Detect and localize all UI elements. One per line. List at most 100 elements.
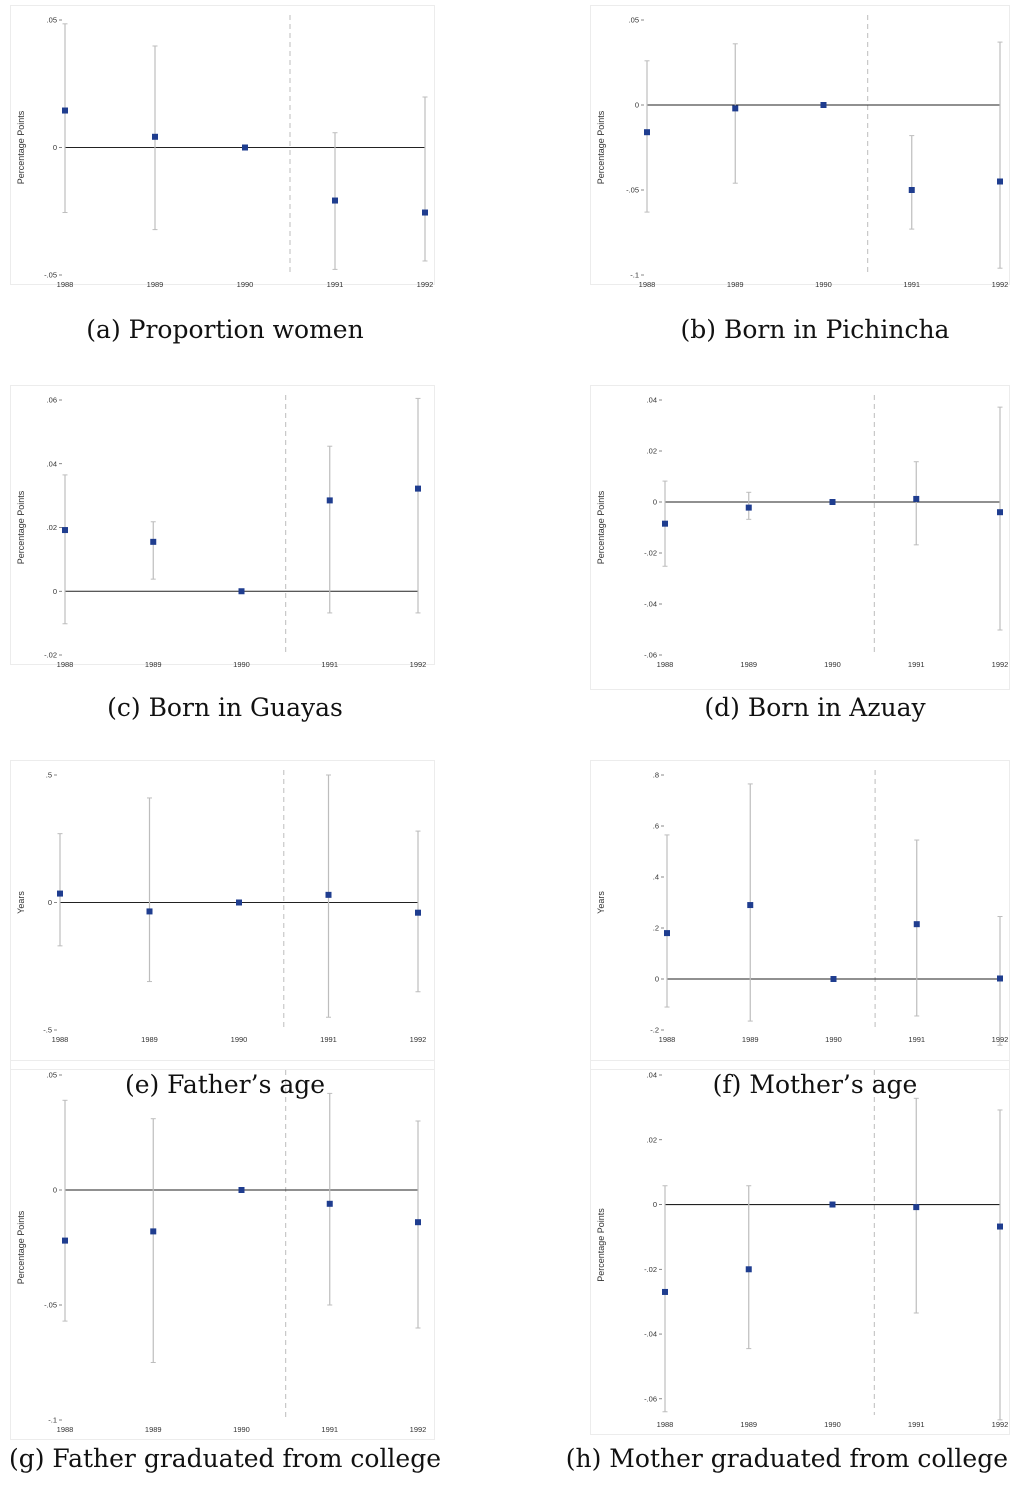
y-axis-label: Percentage Points [16,110,26,184]
x-tick-label: 1988 [639,280,656,289]
chart-panel: .05 0 -.05 -.1 Percentage Points 1988 1989 1990… [590,5,1010,289]
x-tick-label: 1991 [320,1035,337,1044]
y-tick-label: .05 [629,16,639,25]
y-tick-label: -.06 [644,1394,657,1403]
data-point [908,187,915,193]
x-tick-label: 1990 [237,280,254,289]
y-tick-label: 0 [48,898,52,907]
panel-caption: (a) Proportion women [86,315,364,344]
chart-panel: .05 0 -.05 -.1 Percentage Points 1988 1989 1990… [10,1060,435,1440]
data-point [238,1187,245,1193]
data-point [829,1201,836,1208]
y-tick-label: -.04 [644,1330,657,1339]
data-point [236,899,242,906]
y-tick-label: .04 [647,396,657,405]
x-tick-label: 1992 [417,280,434,289]
panel-caption: (c) Born in Guayas [107,693,343,722]
x-tick-label: 1990 [231,1035,248,1044]
y-axis-label: Percentage Points [596,1208,606,1282]
x-tick-label: 1988 [57,1425,74,1434]
chart-svg: .5 0 -.5 Years 1988 1989 1990 1991 1992 [10,760,435,1070]
data-point [747,902,754,909]
x-tick-label: 1991 [908,660,925,669]
data-point [325,891,332,898]
data-point [415,485,421,492]
y-tick-label: .2 [653,924,659,933]
y-tick-label: .02 [647,447,657,456]
x-tick-label: 1991 [908,1035,925,1044]
data-point [242,144,248,151]
y-tick-label: -.06 [644,651,657,660]
chart-panel: .05 0 -.05 Percentage Points 1988 1989 1990 199… [10,5,435,289]
data-point [644,129,650,136]
plot-frame [590,385,1010,690]
y-tick-label: .5 [46,771,52,780]
data-point [326,1200,333,1207]
panel-caption: (b) Born in Pichincha [680,315,950,344]
data-point [820,102,827,108]
y-tick-label: -.05 [44,271,57,280]
data-point [326,497,333,504]
x-tick-label: 1992 [410,660,427,669]
chart-panel: .8.6.4.20-.2Years19881989199019911992 [590,760,1010,1070]
chart-panel: .5 0 -.5 Years 1988 1989 1990 1991 1992 [10,760,435,1070]
data-point [745,504,752,511]
y-tick-label: .6 [653,822,659,831]
chart-svg: .06 .04 .02 0 -.02 Percentage Points 1988 1989 1… [10,385,435,669]
y-axis-label: Percentage Points [596,110,606,184]
y-axis-label: Percentage Points [16,490,26,564]
plot-frame [10,385,435,665]
y-tick-label: 0 [655,975,659,984]
y-axis-label: Percentage Points [16,1210,26,1284]
x-tick-label: 1991 [321,1425,338,1434]
y-axis-label: Percentage Points [596,490,606,564]
chart-svg: .05 0 -.05 -.1 Percentage Points 1988 1989 1990… [10,1060,435,1440]
panel-caption: (f) Mother’s age [712,1070,918,1099]
y-tick-label: 0 [53,143,57,152]
x-tick-label: 1992 [992,280,1009,289]
data-point [150,1228,157,1235]
data-point [997,975,1003,982]
y-tick-label: 0 [53,1186,57,1195]
data-point [62,1237,68,1244]
y-tick-label: -.02 [644,549,657,558]
plot-frame [10,5,435,285]
chart-panel: .06 .04 .02 0 -.02 Percentage Points 1988 1989 1… [10,385,435,669]
data-point [62,527,68,534]
data-point [664,930,670,937]
x-tick-label: 1988 [57,660,74,669]
data-point [732,105,739,112]
x-tick-label: 1989 [145,1425,162,1434]
chart-svg: .8.6.4.20-.2Years19881989199019911992 [590,760,1010,1070]
y-tick-label: -.02 [44,651,57,660]
x-tick-label: 1989 [740,1420,757,1429]
data-point [913,1204,920,1211]
x-tick-label: 1989 [740,660,757,669]
y-tick-label: -.5 [43,1026,52,1035]
x-tick-label: 1991 [327,280,344,289]
y-tick-label: .02 [47,523,57,532]
data-point [238,588,245,595]
x-tick-label: 1988 [659,1035,676,1044]
y-tick-label: .04 [47,459,57,468]
data-point [913,921,920,928]
data-point [997,178,1003,185]
plot-frame [10,760,435,1070]
x-tick-label: 1989 [147,280,164,289]
y-tick-label: 0 [653,1200,657,1209]
y-tick-label: -.1 [630,271,639,280]
chart-svg: .04 .02 0 -.02 -.04 -.06 Percentage Points 1988… [590,1060,1010,1435]
y-tick-label: -.2 [650,1026,659,1035]
data-point [57,890,63,897]
y-tick-label: .05 [47,16,57,25]
chart-svg: .05 0 -.05 Percentage Points 1988 1989 1990 199… [10,5,435,289]
plot-frame [590,760,1010,1070]
x-tick-label: 1990 [815,280,832,289]
y-axis-label: Years [16,891,26,914]
x-tick-label: 1988 [52,1035,69,1044]
x-tick-label: 1990 [233,1425,250,1434]
chart-panel: .04 .02 0 -.02 -.04 -.06 Percentage Points 1988… [590,385,1010,690]
x-tick-label: 1991 [908,1420,925,1429]
data-point [997,509,1003,516]
chart-svg: .05 0 -.05 -.1 Percentage Points 1988 1989 1990… [590,5,1010,289]
